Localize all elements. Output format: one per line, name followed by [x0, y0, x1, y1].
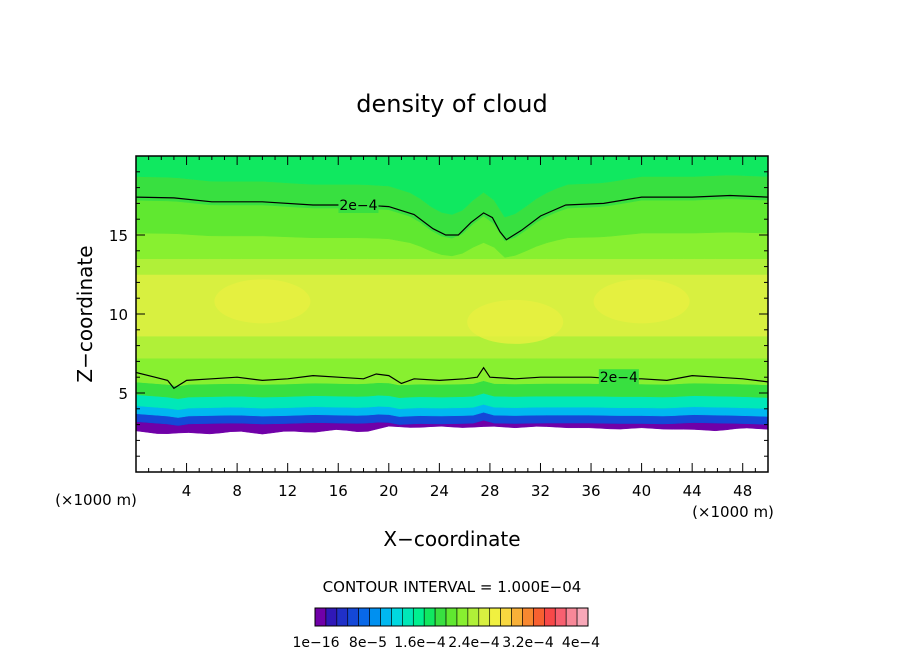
colorbar-label: 3.2e−4: [502, 635, 554, 651]
contour-line-label: 2e−4: [339, 198, 377, 214]
colorbar-swatch: [522, 607, 534, 627]
contour-core: [214, 279, 311, 324]
x-tick-label: 32: [531, 482, 550, 500]
colorbar-swatch: [434, 607, 447, 627]
contour-band: [136, 258, 768, 275]
contour-lines: 2e−4 2e−4: [136, 194, 768, 390]
colorbar-swatch: [391, 607, 403, 627]
contour-band: [136, 156, 768, 218]
x-tick-label: 16: [329, 482, 348, 500]
contour-line-upper: [136, 194, 768, 241]
x-tick-label: 20: [379, 482, 398, 500]
colorbar-swatch: [467, 607, 480, 627]
colorbar-swatch: [347, 607, 359, 627]
x-axis-label: X−coordinate: [383, 527, 520, 551]
colorbar-swatch: [565, 607, 578, 627]
y-tick-label: 15: [109, 227, 128, 245]
x-tick-label: 8: [232, 482, 242, 500]
colorbar-swatch: [489, 607, 501, 627]
colorbar-swatch: [314, 607, 327, 627]
colorbar-swatch: [533, 607, 545, 627]
x-tick-label: 28: [480, 482, 499, 500]
colorbar-label: 4e−4: [562, 635, 600, 651]
contour-band: [136, 335, 768, 359]
x-tick-label: 36: [581, 482, 600, 500]
x-unit-left: (×1000 m): [55, 491, 137, 509]
y-tick-label: 5: [118, 385, 128, 403]
colorbar: [314, 607, 589, 627]
colorbar-swatch: [412, 607, 425, 627]
colorbar-swatch: [402, 607, 414, 627]
colorbar-swatch: [456, 607, 469, 627]
colorbar-label: 1e−16: [292, 635, 339, 651]
colorbar-label: 1.6e−4: [394, 635, 446, 651]
colorbar-swatch: [369, 607, 381, 627]
colorbar-swatch: [500, 607, 512, 627]
colorbar-swatch: [511, 607, 523, 627]
colorbar-label: 8e−5: [349, 635, 387, 651]
contour-band: [136, 357, 768, 387]
colorbar-swatch: [478, 607, 491, 627]
colorbar-swatch: [576, 607, 589, 627]
colorbar-labels: 1e−16 8e−5 1.6e−4 2.4e−4 3.2e−4 4e−4: [292, 635, 600, 651]
x-tick-label: 48: [733, 482, 752, 500]
y-tick-label: 10: [109, 306, 128, 324]
contour-field: [136, 156, 768, 435]
x-tick-label: 4: [182, 482, 192, 500]
colorbar-swatch: [358, 607, 370, 627]
x-tick-label: 12: [278, 482, 297, 500]
colorbar-swatch: [544, 607, 556, 627]
colorbar-swatch: [325, 607, 338, 627]
contour-core: [593, 279, 690, 324]
x-tick-label: 24: [430, 482, 449, 500]
contour-line-label: 2e−4: [600, 370, 638, 386]
colorbar-swatch: [380, 607, 392, 627]
colorbar-swatch: [554, 607, 567, 627]
colorbar-swatch: [336, 607, 349, 627]
x-tick-label: 40: [632, 482, 651, 500]
contour-label-bg: [598, 369, 639, 386]
chart-title: density of cloud: [356, 90, 547, 118]
contour-interval-text: CONTOUR INTERVAL = 1.000E−04: [323, 578, 582, 596]
x-unit-right: (×1000 m): [692, 503, 774, 521]
x-tick-label: 44: [683, 482, 702, 500]
y-axis-label: Z−coordinate: [73, 245, 97, 382]
colorbar-frame: [314, 607, 589, 627]
colorbar-swatch: [445, 607, 458, 627]
contour-label-bg: [338, 196, 379, 213]
colorbar-label: 2.4e−4: [448, 635, 500, 651]
y-axis-ticks: 5 10 15: [109, 171, 768, 457]
x-axis-ticks: 4 8 12 16 20 24 28 32 36 40 44 48: [148, 156, 756, 500]
contour-core: [467, 299, 564, 344]
colorbar-swatch: [423, 607, 436, 627]
